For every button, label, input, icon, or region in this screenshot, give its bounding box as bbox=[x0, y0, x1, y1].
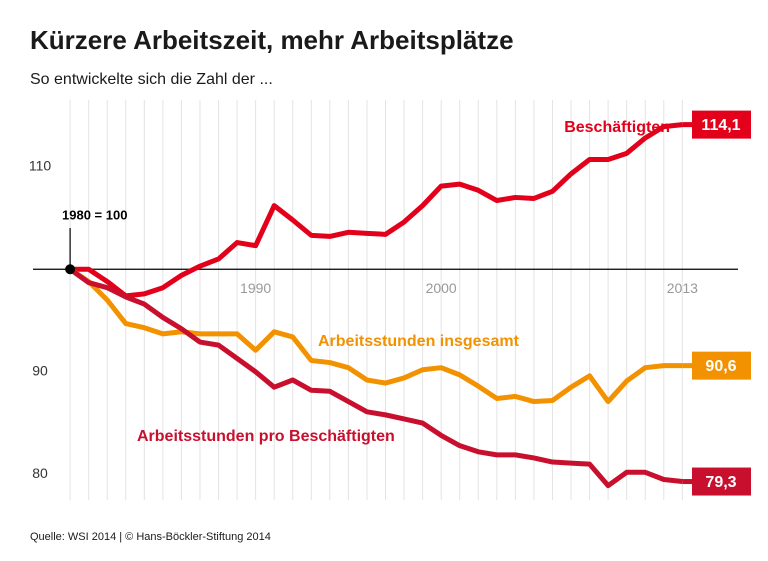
chart-title: Kürzere Arbeitszeit, mehr Arbeitsplätze bbox=[30, 25, 514, 55]
y-tick-label: 110 bbox=[29, 157, 52, 173]
end-label-box bbox=[692, 467, 751, 496]
x-tick-label: 2000 bbox=[426, 280, 457, 296]
source: Quelle: WSI 2014 | © Hans-Böckler-Stiftu… bbox=[30, 531, 271, 543]
x-tick-label: 2013 bbox=[667, 280, 698, 296]
series-label: Arbeitsstunden insgesamt bbox=[318, 333, 520, 350]
annotation: 1980 = 100 bbox=[62, 207, 127, 222]
value-label: 90,6 bbox=[705, 358, 736, 375]
plot: 114,1 90,6 79,3 bbox=[68, 110, 751, 496]
chart-subtitle: So entwickelte sich die Zahl der ... bbox=[30, 71, 273, 88]
series-line bbox=[68, 267, 683, 405]
value-label: 114,1 bbox=[701, 117, 740, 134]
series-label: Arbeitsstunden pro Beschäftigten bbox=[137, 428, 395, 445]
value-label: 79,3 bbox=[705, 474, 736, 491]
x-tick-label: 1990 bbox=[240, 280, 271, 296]
end-label-box bbox=[692, 351, 751, 380]
y-tick-label: 80 bbox=[32, 465, 48, 481]
end-label-box bbox=[692, 110, 751, 139]
series-line bbox=[68, 267, 683, 489]
series-label: Beschäftigten bbox=[564, 119, 670, 136]
annotation-dot bbox=[65, 264, 76, 275]
grid bbox=[33, 100, 738, 500]
series-line bbox=[70, 122, 683, 299]
y-tick-label: 90 bbox=[32, 362, 48, 378]
